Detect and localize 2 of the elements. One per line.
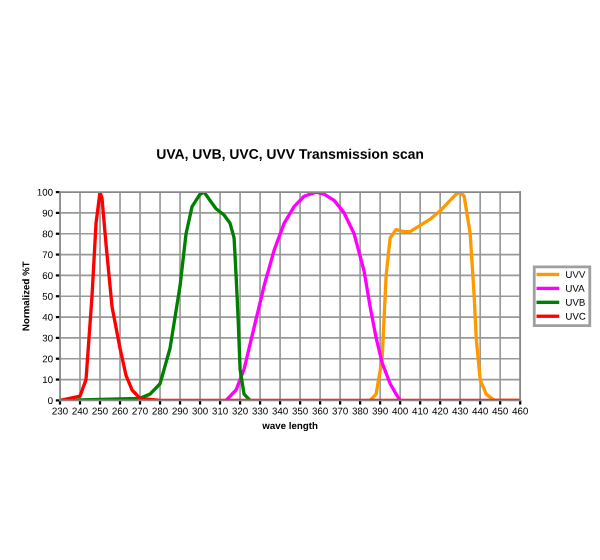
line-series	[60, 192, 521, 401]
line-series	[224, 192, 402, 401]
